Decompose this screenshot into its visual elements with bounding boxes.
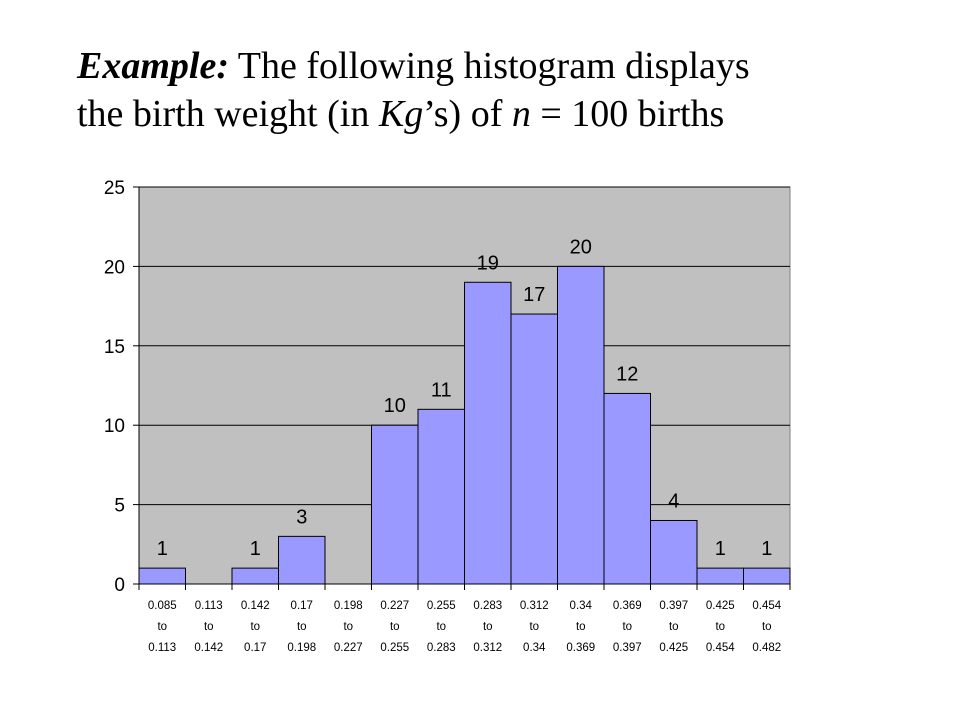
x-tick-label: 0.454 [752,600,781,612]
data-label: 1 [157,538,168,560]
x-tick-label: to [250,621,260,633]
x-tick-label: 0.454 [706,642,735,654]
x-tick-label: to [529,621,539,633]
x-tick-label: 0.312 [473,642,502,654]
x-tick-label: 0.255 [380,642,409,654]
bar [650,519,698,585]
x-tick-label: 0.369 [613,600,642,612]
data-label: 4 [668,490,679,512]
x-tick-label: to [204,621,214,633]
title-n: n [511,93,531,135]
x-tick-label: to [715,621,725,633]
title-line1: The following histogram displays [228,45,750,87]
data-label: 20 [570,236,592,258]
x-tick-label: 0.227 [380,600,409,612]
x-tick-label: 0.283 [427,642,456,654]
x-tick-label: to [436,621,446,633]
x-tick-label: 0.425 [659,642,688,654]
title-line2-b: ’s) of [423,93,512,135]
x-tick-label: 0.17 [291,600,313,612]
data-label: 11 [431,379,452,401]
x-tick-label: 0.113 [148,642,176,654]
x-tick-label: 0.283 [473,600,502,612]
title-line2-a: the birth weight (in [77,93,379,135]
x-tick-label: 0.369 [566,642,595,654]
x-tick-label: to [343,621,353,633]
example-label: Example: [77,45,229,87]
bar [510,313,558,585]
title-line2-c: = 100 births [530,93,725,135]
data-label: 10 [384,395,406,417]
data-label: 3 [296,506,307,528]
slide-title: Example: The following histogram display… [77,42,937,138]
x-tick-label: to [669,621,679,633]
x-tick-label: 0.397 [613,642,642,654]
x-tick-label: 0.113 [195,600,223,612]
y-tick-label: 15 [104,337,125,358]
bar [278,535,326,585]
bar [743,567,791,585]
bar [371,424,419,585]
x-tick-label: to [622,621,632,633]
x-tick-label: 0.142 [241,600,270,612]
x-tick-label: 0.17 [244,642,266,654]
data-label: 1 [250,538,261,560]
bar [696,567,744,585]
data-label: 1 [761,538,772,560]
x-tick-label: 0.397 [659,600,688,612]
x-tick-label: to [576,621,586,633]
x-tick-label: 0.198 [287,642,316,654]
x-tick-label: 0.085 [148,600,177,612]
y-tick-label: 25 [104,178,125,199]
x-tick-label: 0.198 [334,600,363,612]
x-tick-label: to [297,621,307,633]
data-label: 1 [715,538,726,560]
bar [603,392,651,585]
x-tick-label: 0.482 [752,642,781,654]
y-tick-label: 10 [104,416,125,437]
bar [464,281,512,585]
bar [557,265,605,585]
x-tick-label: 0.142 [194,642,223,654]
x-tick-label: to [483,621,493,633]
x-tick-label: 0.34 [570,600,593,612]
x-tick-label: 0.255 [427,600,456,612]
x-tick-label: to [157,621,167,633]
x-tick-label: 0.312 [520,600,549,612]
x-tick-label: 0.425 [706,600,735,612]
y-tick-label: 20 [104,257,125,278]
bar [417,408,465,585]
x-tick-label: to [762,621,772,633]
data-label: 12 [616,363,638,385]
data-label: 17 [523,284,545,306]
bar [138,567,186,585]
x-tick-label: to [390,621,400,633]
bar [231,567,279,585]
x-tick-label: 0.34 [523,642,546,654]
y-tick-label: 5 [114,496,125,517]
x-tick-label: 0.227 [334,642,363,654]
title-kg: Kg [378,93,424,135]
y-tick-label: 0 [114,575,125,596]
data-label: 19 [477,252,499,274]
